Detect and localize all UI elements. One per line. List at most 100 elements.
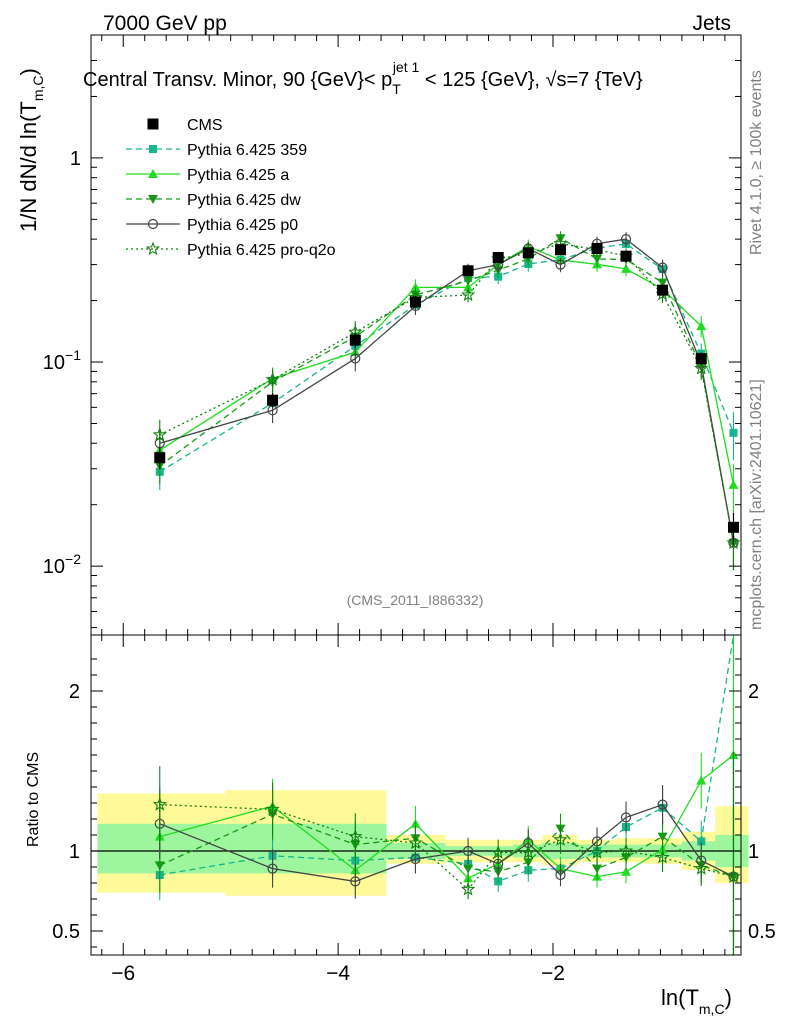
ratio-point — [697, 837, 706, 846]
series-line-1 — [159, 245, 735, 486]
ratio-point — [521, 845, 536, 859]
ratio-point — [694, 861, 709, 875]
x-axis-title-close: ) — [725, 985, 732, 1010]
cms-point — [522, 247, 534, 259]
main-y-axis-title-close: ) — [16, 68, 41, 75]
legend-marker-0 — [149, 145, 157, 153]
ratio-y-tick-label: 0.5 — [52, 921, 80, 943]
main-y-tick-exp: −1 — [65, 347, 81, 363]
ratio-point — [592, 864, 603, 874]
series-point — [410, 282, 421, 292]
cms-point — [657, 284, 669, 296]
series-point — [694, 361, 709, 375]
ratio-point — [555, 869, 566, 881]
mcplots-label: mcplots.cern.ch [arXiv:2401.10621] — [748, 379, 765, 630]
ratio-point — [460, 881, 476, 896]
ratio-point — [620, 812, 632, 823]
series-point — [696, 321, 707, 331]
series-point — [350, 353, 361, 364]
main-y-tick-exp: −2 — [65, 551, 81, 567]
ratio-point — [553, 832, 568, 846]
plot-title-sqrt: √s — [546, 69, 567, 91]
main-y-tick-label: 10−1 — [43, 347, 81, 374]
ratio-point — [657, 799, 668, 810]
legend-marker-cms — [147, 118, 159, 130]
ratio-panel-series — [152, 634, 741, 955]
ratio-y-tick-label: 1 — [69, 841, 80, 863]
x-tick-label: −2 — [541, 962, 565, 985]
series-point — [460, 287, 476, 302]
legend-label-4: Pythia 6.425 pro-q2o — [187, 242, 336, 259]
analysis-id: (CMS_2011_I886332) — [347, 592, 484, 608]
legend-marker-1 — [148, 169, 158, 178]
series-line-3 — [159, 238, 735, 544]
ratio-point — [655, 849, 670, 864]
main-y-tick-label: 1 — [70, 148, 81, 170]
main-y-tick-label: 10−2 — [43, 551, 81, 578]
ratio-point — [265, 801, 280, 816]
ratio-y-tick-label-right: 1 — [748, 841, 759, 863]
ratio-point — [154, 861, 165, 871]
series-point — [463, 276, 474, 286]
cms-point — [555, 244, 567, 256]
ratio-point — [726, 869, 741, 883]
legend-label-3: Pythia 6.425 p0 — [187, 217, 298, 234]
ratio-point — [621, 866, 632, 876]
ratio-point — [589, 845, 605, 859]
cms-point — [695, 353, 707, 365]
legend-label-2: Pythia 6.425 dw — [187, 192, 301, 209]
ratio-point — [618, 843, 634, 858]
cms-point — [154, 452, 166, 464]
cms-point — [620, 250, 632, 262]
ratio-y-tick-label-right: 2 — [748, 681, 759, 703]
cms-point — [462, 265, 474, 277]
ratio-point — [463, 845, 474, 857]
series-point — [592, 254, 603, 264]
series-point — [657, 262, 668, 273]
main-y-axis-title-text: 1/N dN/d ln(T — [16, 101, 41, 232]
series-point — [265, 372, 280, 386]
cms-point — [349, 334, 361, 346]
x-tick-label: −6 — [111, 962, 135, 985]
ratio-point — [348, 829, 363, 843]
main-y-tick-base: 1 — [70, 148, 81, 170]
ratio-point — [267, 863, 278, 874]
series-line-2 — [159, 237, 735, 544]
legend-marker-2 — [148, 195, 158, 204]
series-point — [152, 427, 167, 441]
main-y-tick-base: 10 — [43, 556, 65, 578]
ratio-y-tick-label-right: 0.5 — [748, 921, 776, 943]
legend-label-1: Pythia 6.425 a — [187, 167, 289, 184]
series-point — [621, 263, 632, 273]
plot-title-part2: < 125 {GeV}, — [419, 69, 545, 91]
ratio-uncertainty-bands — [91, 790, 749, 896]
legend: CMS Pythia 6.425 359 Pythia 6.425 a Pythia … — [126, 117, 336, 259]
ratio-point — [152, 797, 167, 811]
plot-title-part1: Central Transv. Minor, 90 {GeV}< p — [83, 69, 392, 91]
main-y-axis-title: 1/N dN/d ln(Tm,C) — [16, 68, 46, 232]
series-point — [657, 278, 668, 288]
series-point — [726, 535, 741, 550]
ratio-y-axis-title: Ratio to CMS — [25, 752, 42, 847]
plot-title-sup: jet 1 — [392, 59, 420, 75]
ratio-band-inner — [225, 823, 322, 874]
ratio-point — [350, 876, 361, 887]
cms-point — [492, 252, 504, 264]
cms-point — [267, 394, 279, 406]
ratio-band-inner — [321, 823, 387, 874]
x-axis-title-sub: m,C — [699, 1001, 725, 1017]
ratio-panel-frame — [90, 634, 742, 956]
cms-point — [591, 242, 603, 254]
legend-marker-3 — [147, 218, 159, 230]
x-axis-title: ln(Tm,C) — [661, 985, 732, 1017]
ratio-point — [491, 845, 506, 859]
plot-title-part3: =7 {TeV} — [566, 69, 643, 91]
series-point — [728, 479, 739, 489]
series-point — [729, 428, 738, 437]
legend-label-0: Pythia 6.425 359 — [187, 142, 307, 159]
ratio-point — [408, 835, 423, 850]
main-panel-series — [152, 231, 741, 571]
rivet-label: Rivet 4.1.0, ≥ 100k events — [748, 70, 765, 255]
